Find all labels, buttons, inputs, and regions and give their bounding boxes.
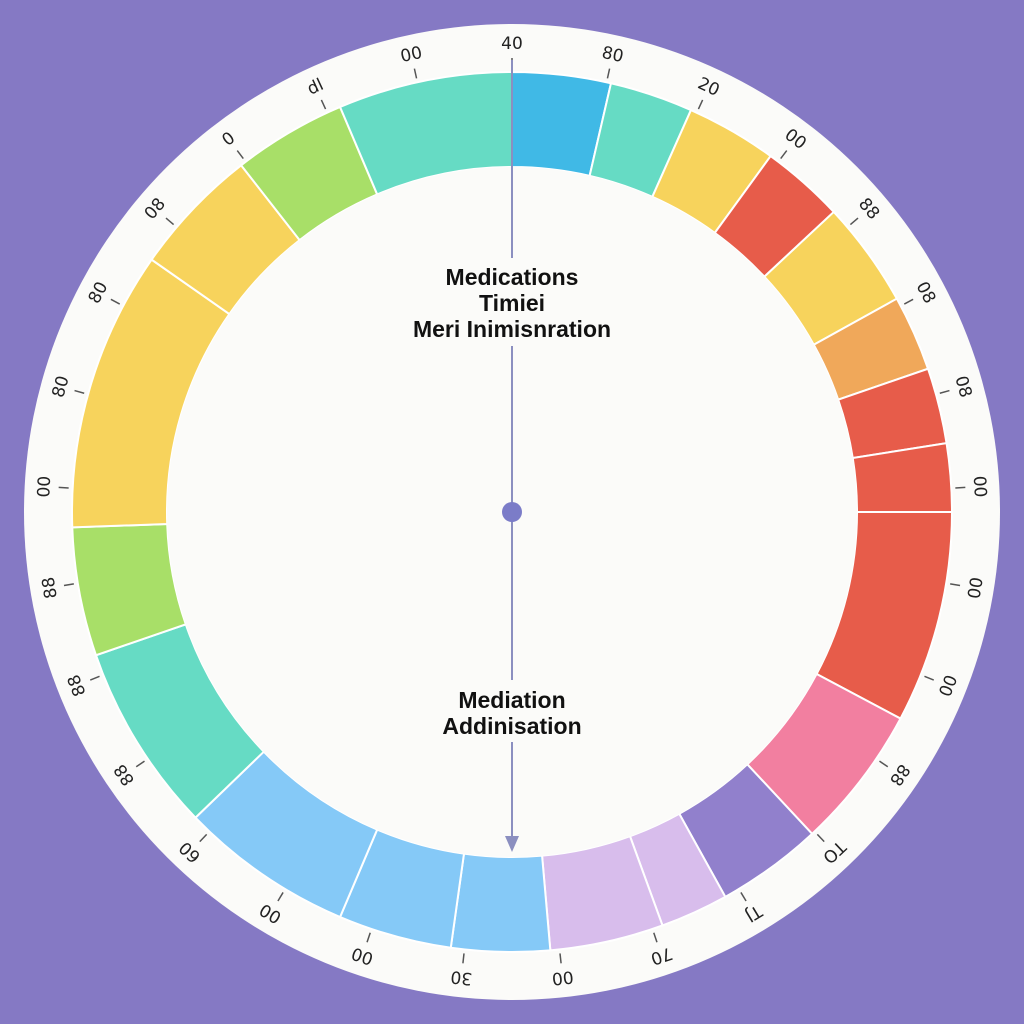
tick-mark — [903, 298, 914, 305]
subtitle-backdrop — [430, 680, 598, 742]
tick-mark — [110, 298, 121, 305]
tick-label: 00 — [962, 575, 985, 600]
tick-mark — [697, 99, 704, 110]
tick-mark — [236, 150, 244, 159]
tick-mark — [74, 389, 85, 394]
title-line-2: Timiei — [479, 290, 545, 316]
tick-mark — [135, 760, 145, 768]
tick-mark — [559, 953, 562, 964]
tick-mark — [320, 99, 327, 110]
tick-label: 30 — [450, 966, 474, 988]
tick-mark — [780, 150, 788, 159]
tick-mark — [462, 953, 465, 964]
hand-arrowhead — [505, 836, 519, 852]
tick-mark — [199, 833, 208, 843]
tick-mark — [165, 217, 175, 226]
ring-segment — [449, 852, 552, 953]
tick-mark — [653, 932, 658, 943]
title-backdrop — [395, 258, 629, 346]
tick-label: 80 — [600, 43, 625, 67]
title-line-3: Meri Inimisnration — [413, 316, 611, 342]
center-pivot — [502, 502, 522, 522]
tick-mark — [740, 892, 747, 902]
tick-mark — [277, 892, 284, 902]
tick-mark — [63, 583, 74, 587]
tick-label: 40 — [501, 34, 523, 54]
tick-mark — [879, 760, 889, 768]
tick-mark — [58, 486, 69, 489]
title-line-1: Medications — [446, 264, 579, 290]
tick-label: 00 — [551, 966, 575, 988]
tick-mark — [950, 583, 961, 587]
ring-segments — [71, 70, 954, 953]
tick-mark — [849, 217, 859, 226]
tick-label: dl — [304, 75, 326, 100]
tick-mark — [413, 68, 418, 79]
tick-label: 00 — [399, 43, 424, 67]
tick-mark — [955, 486, 966, 489]
subtitle-line-2: Addinisation — [442, 713, 581, 739]
tick-label: 88 — [39, 575, 62, 600]
tick-mark — [89, 675, 100, 681]
tick-mark — [366, 932, 371, 943]
tick-mark — [939, 389, 950, 394]
tick-label: 00 — [34, 475, 55, 498]
tick-label: 00 — [969, 475, 990, 498]
subtitle-line-1: Mediation — [458, 687, 565, 713]
tick-mark — [816, 833, 825, 843]
tick-mark — [924, 675, 935, 681]
tick-mark — [606, 68, 611, 79]
